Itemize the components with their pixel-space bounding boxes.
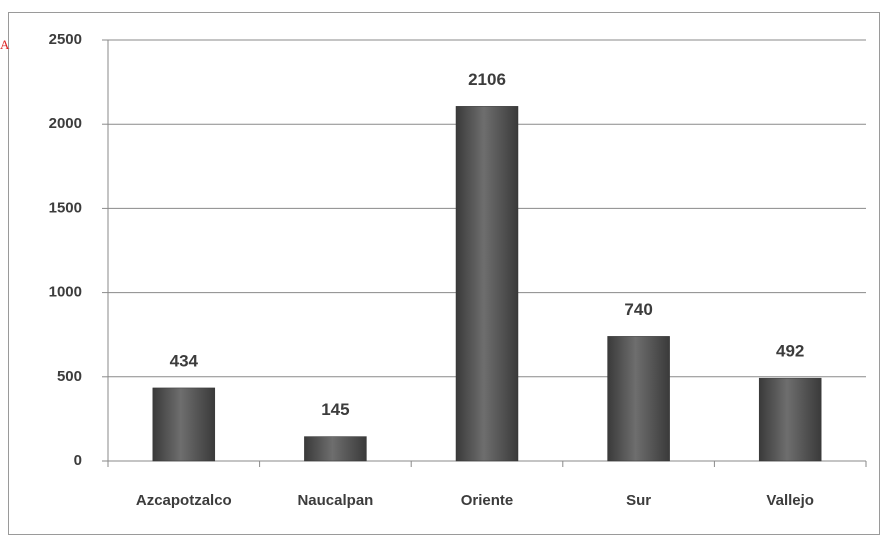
chart-frame: [8, 12, 880, 535]
y-tick-label: 500: [57, 368, 82, 385]
y-tick-label: 2000: [49, 115, 82, 132]
bar: [304, 436, 367, 462]
bar: [455, 106, 519, 462]
x-tick-label: Azcapotzalco: [136, 492, 232, 509]
y-tick-label: 1500: [49, 199, 82, 216]
value-label: 492: [776, 342, 804, 361]
annotation: A: [0, 37, 10, 52]
bar: [607, 336, 670, 462]
x-tick-label: Vallejo: [766, 492, 814, 509]
value-label: 145: [321, 400, 349, 419]
x-tick-label: Naucalpan: [297, 492, 373, 509]
bar: [758, 377, 822, 462]
x-tick-label: Sur: [626, 492, 651, 509]
x-tick-label: Oriente: [461, 492, 514, 509]
y-tick-label: 2500: [49, 31, 82, 48]
value-label: 2106: [468, 70, 506, 89]
value-label: 740: [624, 300, 652, 319]
bar: [152, 387, 216, 462]
value-label: 434: [170, 351, 199, 370]
y-tick-label: 1000: [49, 284, 82, 301]
y-tick-label: 0: [74, 452, 82, 469]
